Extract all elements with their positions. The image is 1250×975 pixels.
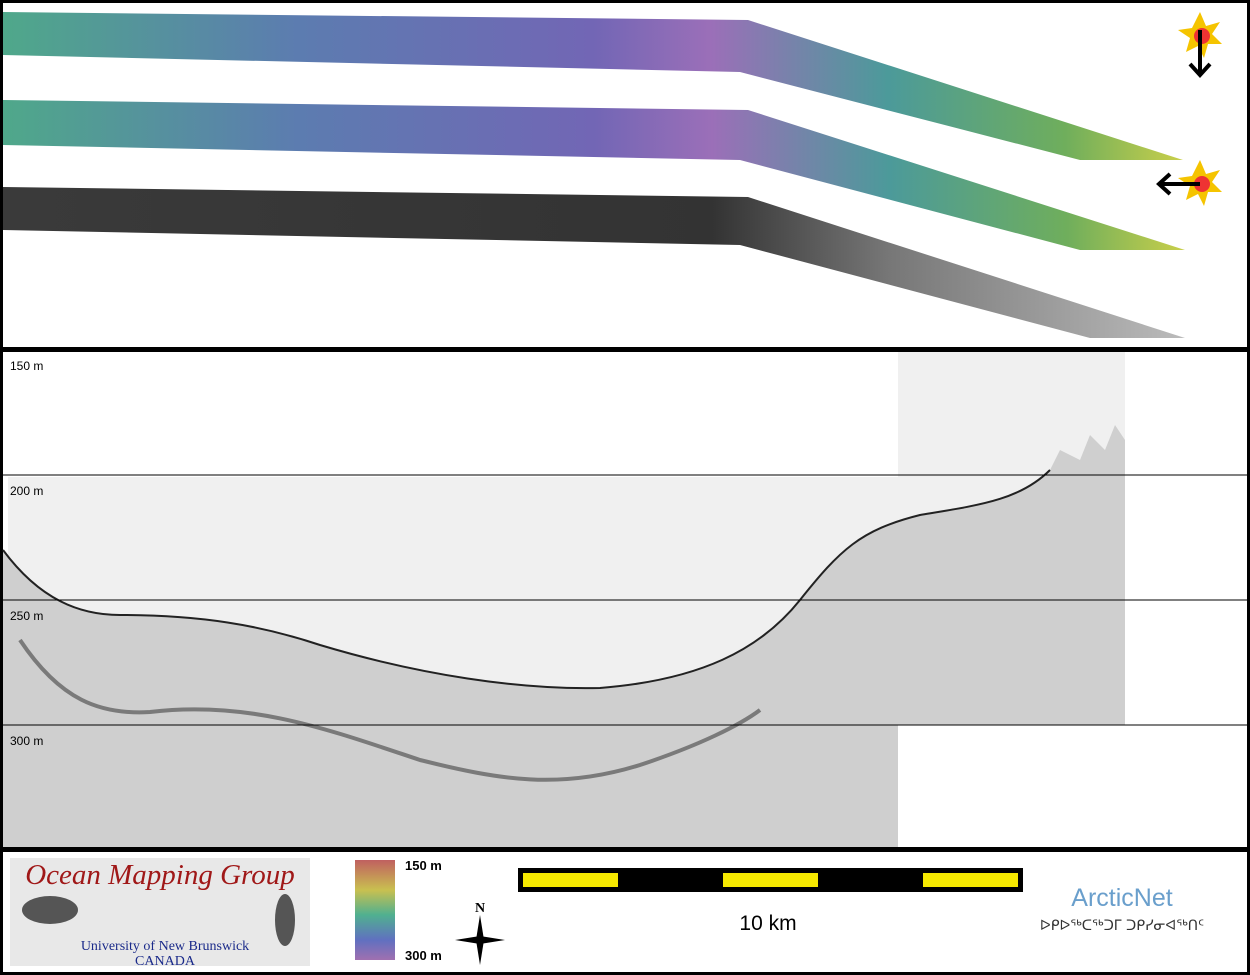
depth-label: 150 m xyxy=(10,359,43,373)
depth-label: 300 m xyxy=(10,734,43,748)
colorbar-label: 150 m xyxy=(405,858,442,873)
north-arrow xyxy=(455,915,505,965)
logo-university: University of New Brunswick xyxy=(81,939,249,954)
partner-syllabics: ᐅᑭᐅᖅᑕᖅᑐᒥ ᑐᑭᓯᓂᐊᖅᑎᑦ xyxy=(1040,918,1204,934)
depth-label: 250 m xyxy=(10,609,43,623)
colorbar-label: 300 m xyxy=(405,948,442,963)
sun-icon xyxy=(1178,12,1222,78)
logo-title: Ocean Mapping Group xyxy=(25,859,295,891)
backscatter-swath xyxy=(3,187,1185,338)
colorbar xyxy=(355,860,395,960)
logo-country: CANADA xyxy=(135,954,196,969)
seabed xyxy=(3,425,1125,847)
north-label: N xyxy=(475,901,485,916)
sun-icon xyxy=(1156,160,1222,206)
partner-name: ArcticNet xyxy=(1071,884,1172,912)
scale-bar xyxy=(518,868,1023,892)
swath xyxy=(3,100,1185,250)
swath xyxy=(3,12,1183,160)
scale-label: 10 km xyxy=(739,912,796,935)
depth-label: 200 m xyxy=(10,484,43,498)
